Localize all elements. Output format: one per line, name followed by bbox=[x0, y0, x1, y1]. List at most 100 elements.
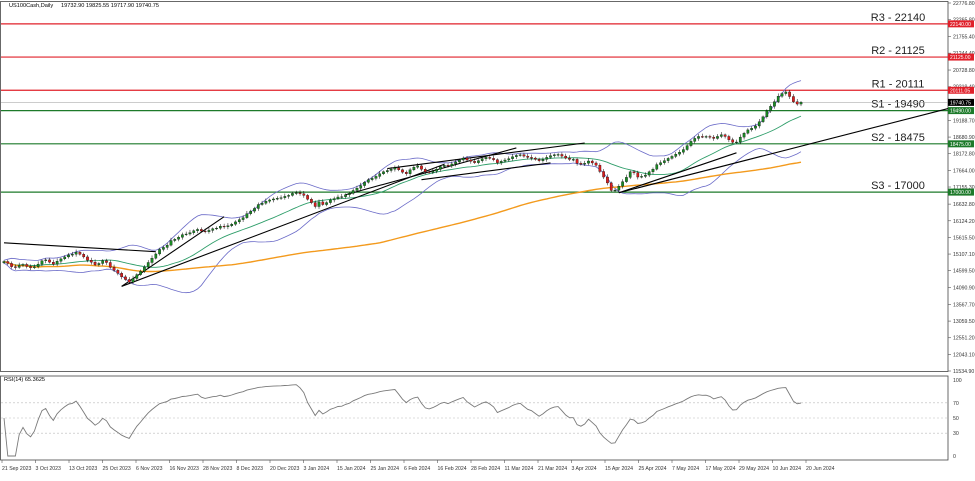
y-tick-label: 20728.80 bbox=[953, 68, 975, 74]
candle-body bbox=[435, 169, 438, 172]
candle-body bbox=[625, 177, 628, 182]
current-price-tag-text: 19740.75 bbox=[950, 100, 971, 106]
candle-body bbox=[25, 264, 29, 267]
candle-body bbox=[89, 260, 93, 263]
candle-body bbox=[545, 157, 549, 160]
trendline bbox=[618, 107, 950, 194]
candle-body bbox=[192, 230, 196, 233]
candle-body bbox=[116, 270, 120, 274]
candle-body bbox=[761, 116, 765, 122]
candle-body bbox=[355, 188, 359, 191]
candle-body bbox=[537, 159, 541, 161]
candle-body bbox=[44, 259, 48, 261]
candle-body bbox=[408, 169, 412, 174]
candle-body bbox=[617, 186, 621, 191]
candle-body bbox=[499, 161, 503, 163]
current-price-tag bbox=[948, 98, 974, 106]
candle-body bbox=[120, 273, 123, 278]
level-price-tag-text: 17000.00 bbox=[950, 190, 971, 196]
candle-body bbox=[742, 133, 746, 138]
candle-body bbox=[101, 260, 105, 264]
price-pane-frame bbox=[0, 1, 949, 372]
candle-body bbox=[647, 171, 651, 176]
candle-body bbox=[450, 163, 454, 167]
candle-body bbox=[590, 160, 594, 164]
candle-body bbox=[10, 263, 13, 267]
candle-body bbox=[359, 185, 363, 189]
candle-body bbox=[416, 165, 420, 168]
level-price-tag-text: 18475.00 bbox=[950, 142, 971, 148]
candle-body bbox=[17, 265, 21, 268]
candle-body bbox=[158, 249, 161, 255]
candle-body bbox=[336, 196, 340, 199]
candle-body bbox=[511, 156, 514, 159]
level-label: S3 - 17000 bbox=[871, 180, 925, 192]
candle-body bbox=[33, 266, 36, 268]
level-price-tag bbox=[948, 53, 974, 61]
candle-body bbox=[374, 176, 378, 179]
candle-body bbox=[784, 91, 788, 94]
level-price-tag-text: 21125.00 bbox=[950, 55, 971, 61]
candle-body bbox=[700, 136, 704, 138]
level-label: S1 - 19490 bbox=[871, 99, 925, 111]
candle-body bbox=[788, 91, 791, 97]
candle-body bbox=[184, 233, 188, 235]
candle-body bbox=[401, 169, 404, 173]
candle-body bbox=[666, 158, 670, 161]
candle-body bbox=[215, 227, 218, 230]
candle-body bbox=[689, 141, 693, 146]
rsi-pane-frame bbox=[0, 375, 949, 461]
y-tick-label: 16124.20 bbox=[953, 219, 975, 225]
candle-body bbox=[48, 259, 51, 263]
candle-body bbox=[492, 158, 495, 160]
y-tick-label: 22776.80 bbox=[953, 1, 975, 7]
candle-body bbox=[659, 162, 662, 165]
candle-body bbox=[344, 194, 347, 197]
candle-body bbox=[332, 198, 336, 201]
candle-body bbox=[86, 256, 89, 261]
candle-body bbox=[188, 232, 192, 235]
level-price-tag-text: 22140.00 bbox=[950, 22, 971, 28]
candle-body bbox=[78, 252, 82, 255]
rsi-tick-label: 100 bbox=[953, 378, 962, 384]
candle-body bbox=[108, 262, 112, 268]
rsi-header-label: RSI(14) 65.3625 bbox=[4, 377, 45, 383]
candle-body bbox=[306, 195, 309, 200]
x-tick-label: 11 Mar 2024 bbox=[505, 466, 534, 472]
candle-body bbox=[200, 229, 203, 232]
candle-body bbox=[556, 154, 560, 156]
x-tick-label: 21 Mar 2024 bbox=[538, 466, 567, 472]
candle-body bbox=[571, 159, 575, 161]
candle-body bbox=[52, 262, 55, 265]
candle-body bbox=[522, 154, 526, 157]
candle-body bbox=[503, 159, 507, 162]
candle-body bbox=[59, 258, 63, 262]
x-tick-label: 28 Feb 2024 bbox=[471, 466, 500, 472]
candle-body bbox=[313, 202, 317, 207]
candle-body bbox=[363, 182, 366, 186]
candle-body bbox=[484, 157, 488, 159]
x-tick-label: 16 Nov 2023 bbox=[170, 466, 200, 472]
y-tick-label: 13059.50 bbox=[953, 319, 975, 325]
candle-body bbox=[609, 182, 613, 191]
candle-body bbox=[431, 171, 435, 173]
candle-body bbox=[420, 165, 423, 170]
rsi-tick-label: 30 bbox=[953, 431, 959, 437]
candle-body bbox=[237, 219, 241, 223]
candle-body bbox=[423, 169, 427, 172]
rsi-line bbox=[3, 384, 802, 457]
candle-body bbox=[712, 136, 716, 139]
candle-body bbox=[560, 154, 564, 157]
candle-body bbox=[97, 263, 101, 265]
candle-body bbox=[207, 230, 211, 232]
level-price-tag bbox=[948, 20, 974, 28]
candle-body bbox=[719, 134, 723, 137]
y-tick-label: 18172.80 bbox=[953, 152, 975, 158]
candle-body bbox=[530, 157, 533, 159]
y-tick-label: 21755.40 bbox=[953, 34, 975, 40]
x-tick-label: 17 May 2024 bbox=[706, 466, 736, 472]
candle-body bbox=[272, 198, 275, 201]
candle-body bbox=[670, 156, 674, 159]
candle-body bbox=[799, 102, 803, 105]
